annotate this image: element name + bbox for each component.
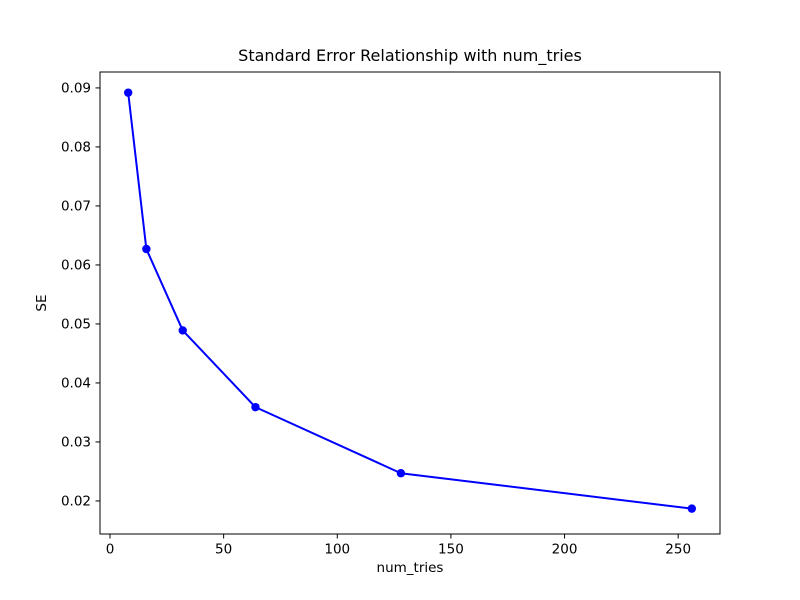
x-tick-label: 250 — [665, 542, 691, 558]
data-point-marker — [123, 88, 133, 97]
data-point-marker — [178, 326, 187, 335]
x-tick-label: 150 — [438, 542, 464, 558]
x-axis-label: num_tries — [377, 560, 444, 576]
y-tick-label: 0.05 — [61, 316, 91, 332]
se-line-series — [127, 91, 693, 510]
data-point-marker — [687, 504, 697, 513]
x-tick-label: 0 — [106, 542, 115, 558]
x-tick-label: 100 — [324, 542, 350, 558]
y-tick-label: 0.04 — [61, 375, 91, 391]
data-point-marker — [251, 402, 260, 412]
y-tick-label: 0.03 — [61, 434, 91, 450]
y-axis-label: SE — [34, 294, 50, 311]
axes-spines — [99, 71, 721, 535]
data-point-marker — [142, 244, 151, 254]
y-tick-label: 0.06 — [61, 257, 91, 273]
chart-title: Standard Error Relationship with num_tri… — [238, 46, 582, 65]
data-point-marker — [396, 469, 406, 478]
y-tick-label: 0.07 — [61, 198, 91, 214]
y-tick-label: 0.09 — [61, 80, 91, 96]
x-tick-label: 200 — [552, 542, 578, 558]
y-tick-label: 0.02 — [61, 493, 91, 509]
y-tick-label: 0.08 — [61, 139, 91, 155]
x-tick-label: 50 — [215, 542, 232, 558]
